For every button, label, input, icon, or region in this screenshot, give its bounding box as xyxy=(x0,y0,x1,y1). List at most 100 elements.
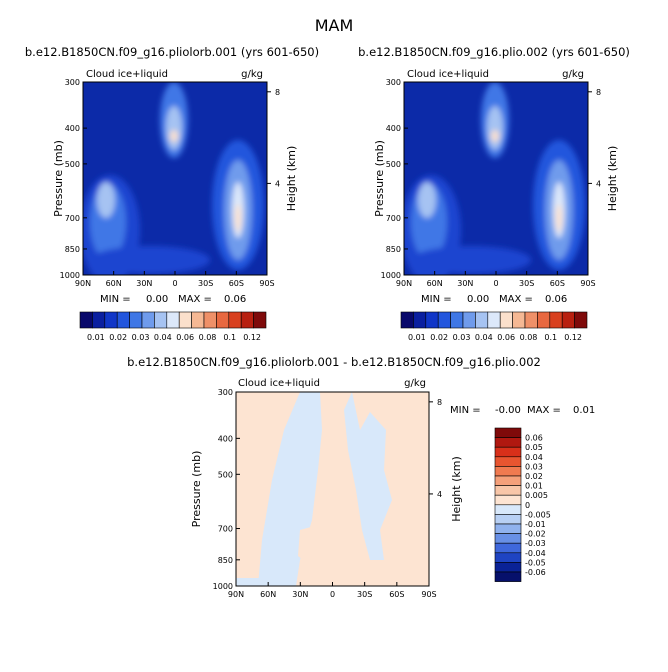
x-tick-label: 30N xyxy=(136,279,152,288)
colorbar-label: 0.01 xyxy=(408,333,426,342)
colorbar-label: 0.03 xyxy=(525,462,543,471)
colorbar-swatch xyxy=(79,311,93,329)
colorbar-label: 0.06 xyxy=(525,434,543,443)
colorbar-swatch xyxy=(524,311,538,329)
x-tick-label: 90N xyxy=(228,590,244,599)
x-tick-label: 90N xyxy=(396,279,412,288)
x-tick-label: 0 xyxy=(493,279,498,288)
colorbar-swatch xyxy=(494,562,522,573)
colorbar-swatch xyxy=(494,542,522,554)
panel-top-left: b.e12.B1850CN.f09_g16.pliolorb.001 (yrs … xyxy=(25,45,319,342)
colorbar-label: 0.08 xyxy=(520,333,538,342)
y2-tick-label: 8 xyxy=(275,88,280,97)
y-tick-label: 700 xyxy=(218,525,233,534)
y-tick-label: 1000 xyxy=(381,271,401,280)
colorbar-swatch xyxy=(141,311,155,329)
colorbar-label: -0.05 xyxy=(525,558,546,567)
colorbar: 0.01 0.02 0.03 0.04 0.06 0.08 0.1 0.12 xyxy=(400,311,588,342)
colorbar-label: 0.06 xyxy=(176,333,194,342)
y-tick-label: 700 xyxy=(65,214,80,223)
panel-title: b.e12.B1850CN.f09_g16.pliolorb.001 - b.e… xyxy=(127,355,541,369)
colorbar-swatch xyxy=(116,311,130,329)
max-value: 0.06 xyxy=(545,294,567,305)
x-tick-label: 60S xyxy=(550,279,565,288)
colorbar-label: 0.1 xyxy=(544,333,557,342)
colorbar-swatch xyxy=(413,311,427,329)
variable-label: Cloud ice+liquid xyxy=(407,69,489,80)
colorbar-label: 0.04 xyxy=(154,333,172,342)
panel-title: b.e12.B1850CN.f09_g16.plio.002 (yrs 601-… xyxy=(358,45,630,59)
y2-tick-label: 8 xyxy=(437,398,442,407)
colorbar-swatch xyxy=(537,311,551,329)
colorbar-swatch xyxy=(92,311,106,329)
y-tick-label: 1000 xyxy=(213,582,233,591)
min-value: 0.00 xyxy=(467,294,489,305)
colorbar-swatch xyxy=(129,311,143,329)
colorbar-label: 0.05 xyxy=(525,443,543,452)
y-tick-label: 850 xyxy=(65,245,80,254)
y2-axis-label: Height (km) xyxy=(285,146,298,212)
colorbar-swatch xyxy=(561,311,575,329)
colorbar-label: -0.02 xyxy=(525,530,546,539)
colorbar-swatch xyxy=(494,446,522,458)
y2-tick-label: 4 xyxy=(596,179,601,188)
max-label: MAX = xyxy=(178,294,212,305)
colorbar-swatch xyxy=(425,311,439,329)
colorbar-swatch xyxy=(494,533,522,544)
colorbar-swatch xyxy=(240,311,254,329)
colorbar-swatch xyxy=(512,311,526,329)
y-tick-label: 850 xyxy=(386,245,401,254)
x-tick-label: 60S xyxy=(389,590,404,599)
colorbar-label: 0.01 xyxy=(525,482,543,491)
colorbar-swatch xyxy=(494,427,522,438)
colorbar-swatch xyxy=(400,311,414,329)
x-tick-label: 0 xyxy=(330,590,335,599)
colorbar-swatch xyxy=(574,311,588,329)
colorbar-swatch xyxy=(494,514,522,525)
y-axis-label: Pressure (mb) xyxy=(190,451,203,528)
min-label: MIN = xyxy=(421,294,452,305)
contour-field xyxy=(404,82,588,275)
contour-field xyxy=(83,82,267,275)
colorbar-label: 0.02 xyxy=(430,333,448,342)
colorbar-swatch xyxy=(203,311,217,329)
colorbar-swatch xyxy=(475,311,489,329)
colorbar-label: 0.12 xyxy=(243,333,261,342)
units-label: g/kg xyxy=(404,378,426,389)
colorbar-swatch xyxy=(228,311,242,329)
max-label: MAX = xyxy=(527,405,561,416)
y-axis-label: Pressure (mb) xyxy=(373,140,386,217)
min-label: MIN = xyxy=(100,294,131,305)
colorbar-label: 0.12 xyxy=(564,333,582,342)
colorbar-label: -0.01 xyxy=(525,520,546,529)
variable-label: Cloud ice+liquid xyxy=(86,69,168,80)
colorbar-label: 0.03 xyxy=(453,333,471,342)
colorbar-swatch xyxy=(494,504,522,515)
colorbar-label: 0.005 xyxy=(525,491,548,500)
colorbar-swatch xyxy=(450,311,464,329)
colorbar-swatch xyxy=(166,311,180,329)
colorbar-label: 0.1 xyxy=(223,333,236,342)
variable-label: Cloud ice+liquid xyxy=(238,378,320,389)
x-tick-label: 0 xyxy=(172,279,177,288)
colorbar-swatch xyxy=(494,571,522,582)
panel-title: b.e12.B1850CN.f09_g16.pliolorb.001 (yrs … xyxy=(25,45,319,59)
y-tick-label: 400 xyxy=(65,124,80,133)
colorbar-swatch xyxy=(253,311,267,329)
colorbar-label: 0 xyxy=(525,501,530,510)
y-tick-label: 300 xyxy=(218,388,233,397)
colorbar-swatch xyxy=(494,437,522,448)
colorbar-label: 0.08 xyxy=(199,333,217,342)
colorbar: 0.060.050.040.030.020.010.0050-0.005-0.0… xyxy=(494,427,551,582)
panel-top-right: b.e12.B1850CN.f09_g16.plio.002 (yrs 601-… xyxy=(358,45,630,342)
colorbar-label: 0.01 xyxy=(87,333,105,342)
y-tick-label: 500 xyxy=(218,470,233,479)
contour-field xyxy=(236,392,429,586)
colorbar-swatch xyxy=(494,494,522,506)
max-value: 0.06 xyxy=(224,294,246,305)
y2-axis-label: Height (km) xyxy=(450,456,463,522)
colorbar-swatch xyxy=(494,456,522,467)
max-label: MAX = xyxy=(499,294,533,305)
colorbar-swatch xyxy=(494,466,522,477)
units-label: g/kg xyxy=(562,69,584,80)
